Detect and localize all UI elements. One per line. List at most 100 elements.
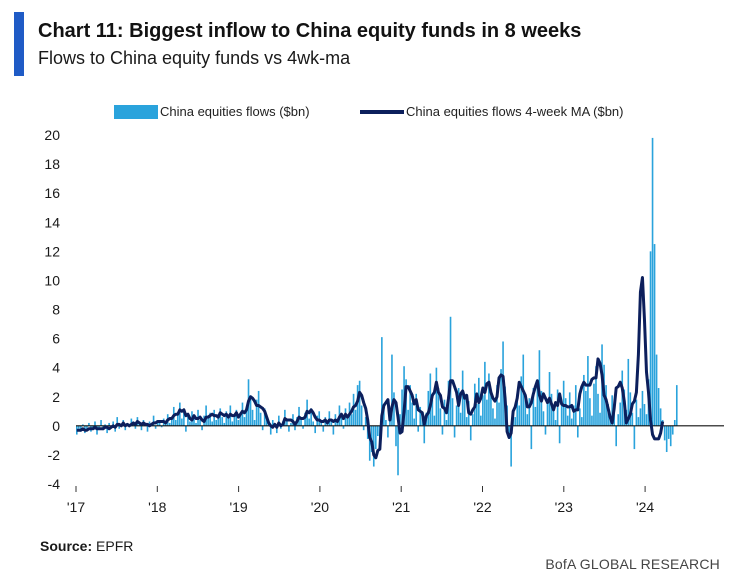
flow-bar [570,418,573,426]
flow-bar [480,415,482,426]
flow-bar [581,417,583,426]
flow-bar [358,380,361,426]
flow-bar [152,415,155,426]
flow-bar [572,405,575,426]
flow-bar [225,411,228,426]
flow-bar [407,409,409,426]
flow-bar [433,415,436,426]
flow-bar [409,385,411,426]
flow-bar [221,417,224,426]
source-note: Source: EPFR [40,538,133,554]
flow-bar [308,418,310,426]
flow-bar [635,399,638,426]
flow-bar [227,418,230,426]
flow-bar [342,425,345,429]
flow-bar [181,418,183,426]
flow-bar [219,408,222,426]
flow-bar [401,389,403,426]
flow-bar [649,251,652,426]
flow-bar [201,425,203,431]
flow-bar [237,420,240,426]
flow-bar [617,414,620,426]
flow-bar [486,399,488,426]
flow-bar [520,376,523,426]
flow-bar [231,421,234,426]
flow-bar [154,425,157,429]
flow-bar [168,422,171,426]
flow-bar [540,390,543,426]
flow-bar [364,417,367,426]
flow-bar [431,399,434,426]
flow-bar [278,415,280,426]
flow-bar [593,383,595,426]
y-tick-label: -2 [48,447,61,463]
y-tick-label: 20 [44,127,60,143]
flow-bar [599,412,601,426]
flow-bar [215,420,218,426]
y-tick-label: 8 [52,302,60,318]
flow-bar [417,425,420,432]
flow-bar [453,425,456,438]
flow-bar [104,424,106,426]
y-tick-label: 6 [52,331,60,347]
flow-bar [508,425,510,439]
flow-bar [251,409,254,426]
flow-bar [498,402,500,426]
flow-bar [585,390,587,426]
flow-bar [271,420,274,426]
flow-bar [451,398,454,426]
flow-bar [383,404,385,426]
x-tick-label: '24 [636,499,654,515]
flow-bar [108,422,110,426]
flow-bar [667,425,670,439]
flow-bar [106,425,108,434]
flow-bar [381,337,383,426]
flow-bar [340,417,343,426]
x-tick-label: '18 [148,499,166,515]
flow-bar [611,395,613,426]
flow-bar [461,370,464,426]
flow-bar [112,421,114,426]
flow-bar [415,393,417,426]
flow-bar [304,412,306,426]
y-tick-label: 4 [52,360,60,376]
flow-bar [621,370,624,426]
flow-bar [249,395,252,426]
flow-bar [455,405,458,426]
flow-bar [320,422,323,426]
flow-bar [645,414,648,426]
x-axis: '17 '18 '19 '20 '21 '22 '23 '24 [67,486,654,515]
flow-bar [253,420,256,426]
source-value: EPFR [96,538,134,554]
flow-bar [195,422,197,426]
flow-bar [158,422,161,426]
flow-bar [671,425,674,435]
flow-bar [449,316,452,426]
flow-bar [445,420,448,426]
flow-bar [482,395,484,426]
flow-bar [673,420,676,426]
flow-bar [532,388,535,426]
flow-bar [241,402,244,426]
flow-bar [663,425,666,441]
flow-bar [235,409,238,426]
y-tick-label: 12 [44,243,60,259]
flow-bar [207,418,209,426]
chart-title: Chart 11: Biggest inflow to China equity… [38,20,582,42]
flow-bar [576,425,579,438]
flow-bar [245,408,248,426]
flow-bar [185,425,187,432]
x-tick-label: '22 [473,499,491,515]
flow-bar [530,425,533,450]
flow-bar [641,390,644,426]
flow-bar [500,369,502,426]
flow-bar [514,417,516,426]
flow-bar [441,425,444,435]
flow-bar [314,425,316,434]
flow-bar [134,425,137,429]
flow-bar [528,398,531,426]
flow-bar [332,425,335,435]
flow-bar [560,402,563,426]
flow-bar [179,402,181,426]
flow-bar [360,405,363,426]
